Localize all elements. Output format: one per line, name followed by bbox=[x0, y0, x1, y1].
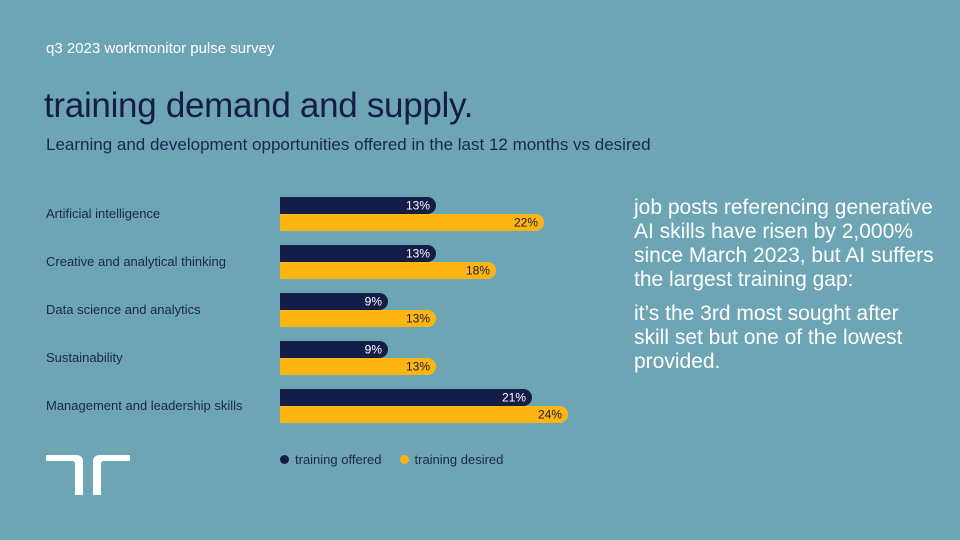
bar-offered bbox=[280, 197, 436, 214]
value-label-desired: 18% bbox=[466, 264, 490, 278]
value-label-offered: 9% bbox=[365, 295, 383, 309]
legend-item-offered: training offered bbox=[280, 452, 382, 467]
value-label-desired: 13% bbox=[406, 312, 430, 326]
bar-desired bbox=[280, 406, 568, 423]
randstad-logo-icon bbox=[46, 455, 130, 495]
bar-offered bbox=[280, 341, 388, 358]
legend-label-offered: training offered bbox=[295, 452, 382, 467]
value-label-offered: 13% bbox=[406, 247, 430, 261]
legend-dot-offered bbox=[280, 455, 289, 464]
legend-dot-desired bbox=[399, 455, 409, 464]
value-label-desired: 22% bbox=[514, 216, 538, 230]
value-label-offered: 13% bbox=[406, 199, 430, 213]
category-label: Management and leadership skills bbox=[46, 398, 243, 413]
page-subtitle: Learning and development opportunities o… bbox=[46, 135, 651, 154]
legend-item-desired: training desired bbox=[399, 452, 504, 467]
bar-offered bbox=[280, 389, 532, 406]
category-label: Sustainability bbox=[46, 350, 123, 365]
callout-paragraph-1: job posts referencing generative AI skil… bbox=[634, 196, 934, 291]
category-label: Data science and analytics bbox=[46, 302, 201, 317]
bar-offered bbox=[280, 245, 436, 262]
bar-desired bbox=[280, 214, 544, 231]
bar-desired bbox=[280, 262, 496, 279]
category-label: Artificial intelligence bbox=[46, 206, 160, 221]
value-label-offered: 21% bbox=[502, 391, 526, 405]
value-label-desired: 13% bbox=[406, 360, 430, 374]
bar-desired bbox=[280, 310, 436, 327]
legend-label-desired: training desired bbox=[414, 452, 504, 467]
page-title: training demand and supply. bbox=[44, 86, 474, 125]
callout-paragraph-2: it’s the 3rd most sought after skill set… bbox=[634, 302, 903, 373]
category-label: Creative and analytical thinking bbox=[46, 254, 226, 269]
bar-offered bbox=[280, 293, 388, 310]
value-label-offered: 9% bbox=[365, 343, 383, 357]
value-label-desired: 24% bbox=[538, 408, 562, 422]
insight-callout: job posts referencing generative AI skil… bbox=[634, 196, 934, 384]
bar-desired bbox=[280, 358, 436, 375]
survey-eyebrow: q3 2023 workmonitor pulse survey bbox=[46, 40, 275, 57]
chart-legend: training offered training desired bbox=[280, 452, 503, 467]
